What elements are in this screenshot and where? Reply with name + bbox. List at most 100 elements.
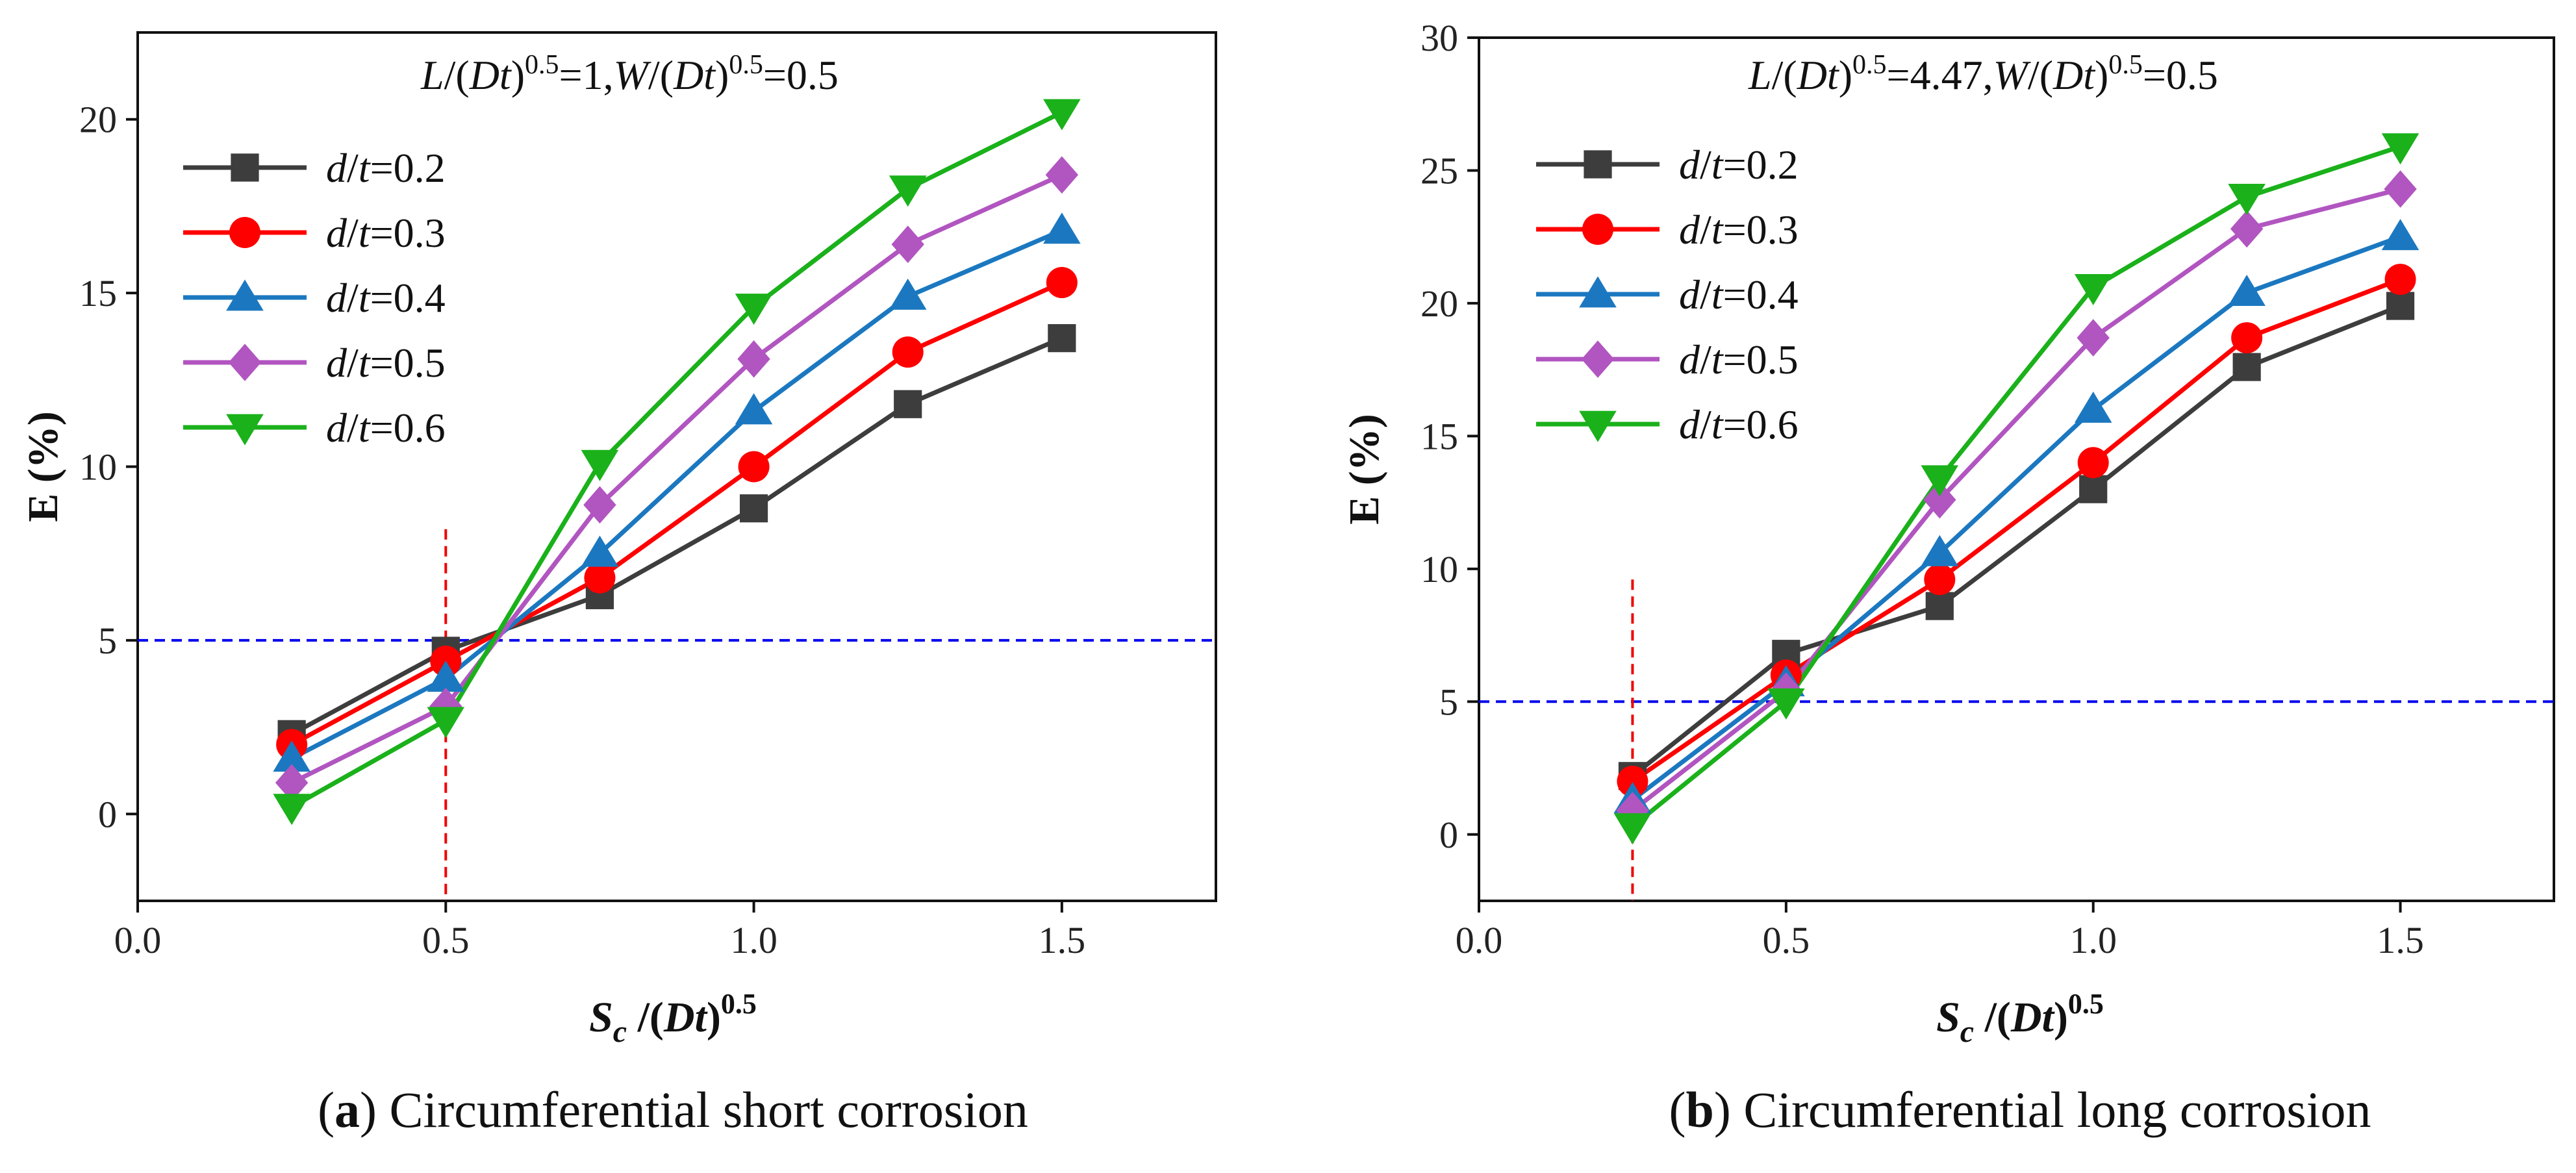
panel-a-legend-label: d/t=0.2 [326,145,446,191]
panel-a-series-2-point [738,451,770,483]
panel-b-series-2-point [1617,765,1648,797]
panel-b-x-tick-label: 1.5 [2377,919,2424,961]
panel-a-series-3-point [427,661,465,692]
panel-a-x-tick-label: 1.5 [1039,919,1086,961]
panel-b-legend-label: d/t=0.4 [1679,271,1799,318]
panel-a-legend-marker [231,153,259,182]
panel-b-legend-item: d/t=0.2 [1536,142,1799,188]
panel-b-x-tick-label: 0.0 [1456,919,1503,961]
panel-a-series-1-point [739,494,768,523]
panel-b-series-2-point [2231,322,2263,354]
panel-a-series-1-point [894,390,922,418]
panel-b-y-tick-label: 15 [1421,415,1458,457]
panel-b-series-1-point [2079,475,2108,503]
panel-b-legend-label: d/t=0.2 [1679,142,1799,188]
panel-a-series-4-point [737,340,770,378]
panel-b-series-line-3 [1631,234,2401,802]
panel-b-y-tick-label: 25 [1421,149,1458,192]
panel-b-legend-label: d/t=0.6 [1679,401,1799,448]
panel-a-x-tick-label: 1.0 [730,919,777,961]
panel-b-series-4-point [2077,319,2110,357]
panel-b-legend-label: d/t=0.5 [1679,336,1799,383]
panel-b-y-axis-label: E (%) [1341,414,1388,524]
panel-a-series-2-point [1046,267,1078,299]
panel-b-series-line-4 [1631,186,2401,813]
panel-a-legend-label: d/t=0.6 [326,405,446,451]
panel-a-caption: (a) Circumferential short corrosion [318,1081,1028,1138]
panel-a-legend-marker [228,344,262,381]
panel-b-legend-item: d/t=0.5 [1536,336,1799,383]
chart-panel-b: 0.0 0.5 1.0 1.5 0 5 10 15 20 25 30 d/t=0.2 d/t=0.3 d/… [1341,17,2555,1138]
panel-a-legend-marker [226,414,264,446]
panel-b-x-axis-label: Sc /(Dt)0.5 [1936,988,2104,1049]
panel-a-series-4-point [1045,156,1079,194]
panel-b-caption: (b) Circumferential long corrosion [1669,1081,2371,1138]
panel-b-series-3-point [2074,391,2112,423]
panel-b-legend-item: d/t=0.6 [1536,401,1799,448]
panel-b-legend-item: d/t=0.3 [1536,207,1799,253]
panel-a-legend-label: d/t=0.4 [326,275,446,321]
panel-a-x-axis-label: Sc /(Dt)0.5 [589,988,757,1049]
panel-a-legend-item: d/t=0.2 [183,145,446,191]
chart-panel-a: 0.0 0.5 1.0 1.5 0 5 10 15 20 d/t=0.2 d/t=0.3 d/t=0.… [19,31,1217,1138]
panel-b-series-3-point [2228,274,2266,306]
panel-b-legend-marker [1579,410,1617,442]
panel-b-series-3-point [2381,219,2419,251]
panel-a-y-tick-label: 15 [79,272,117,314]
panel-a-legend-marker [229,217,260,248]
panel-a-series-3-point [1043,212,1081,244]
panel-a-series-3-point [889,278,927,310]
panel-a-series-3-point [581,535,619,567]
panel-b-series-4-point [1923,481,1956,519]
panel-a-y-tick-label: 10 [79,446,117,488]
panel-a-legend-item: d/t=0.4 [183,275,446,321]
panel-a-series-5-point [273,794,310,826]
panel-a-series-3-point [273,740,310,772]
panel-a-series-5-point [1043,99,1081,131]
panel-b-series-5-point [2381,133,2419,165]
panel-b-y-tick-label: 10 [1421,548,1458,590]
panel-b-legend-marker [1584,150,1612,179]
panel-a-x-tick-label: 0.5 [422,919,470,961]
panel-b-legend-marker [1581,340,1615,378]
panel-a-y-tick-label: 20 [79,99,117,141]
panel-a-series-line-1 [290,336,1063,737]
panel-b-series-5-point [1767,688,1805,720]
panel-a-series-line-5 [290,110,1063,809]
panel-b-y-tick-label: 0 [1439,814,1458,856]
panel-b-series-5-point [2074,273,2112,305]
panel-a-legend-item: d/t=0.5 [183,340,446,386]
panel-a-series-2-point [892,336,924,368]
panel-a-series-4-point [429,687,462,725]
panel-b-series-2-point [2077,447,2109,479]
panel-b-series-5-point [2228,183,2266,215]
panel-b-series-4-point [2230,210,2264,248]
panel-a-y-axis-label: E (%) [19,411,67,522]
panel-a-series-4-point [891,225,924,264]
panel-b-series-line-5 [1631,144,2401,829]
panel-a-series-5-point [735,294,773,325]
panel-a-x-tick-label: 0.0 [114,919,162,961]
panel-a-series-line-4 [290,173,1063,785]
panel-a-series-4-point [583,486,616,524]
panel-a-legend-item: d/t=0.6 [183,405,446,451]
panel-a-y-tick-label: 0 [98,793,117,835]
panel-a-series-line-3 [290,228,1063,761]
panel-b-annotation: L/(Dt)0.5=4.47,W/(Dt)0.5=0.5 [1748,50,2218,98]
panel-b-y-tick-label: 30 [1421,17,1458,59]
panel-a-series-4-point [275,764,309,801]
panel-b-series-3-point [1921,535,1959,566]
panel-b-series-5-point [1921,465,1959,497]
panel-a-legend-label: d/t=0.5 [326,340,446,386]
panel-b-legend-item: d/t=0.4 [1536,271,1799,318]
panel-b-series-1-point [2232,353,2261,381]
panel-a-series-3-point [735,393,773,425]
panel-b-legend-marker [1579,276,1617,308]
panel-b-series-line-2 [1631,277,2401,783]
panel-b-series-2-point [2384,264,2416,296]
panel-a-y-tick-label: 5 [98,620,117,662]
panel-a-series-1-point [1048,324,1076,353]
panel-a-legend-label: d/t=0.3 [326,210,446,256]
